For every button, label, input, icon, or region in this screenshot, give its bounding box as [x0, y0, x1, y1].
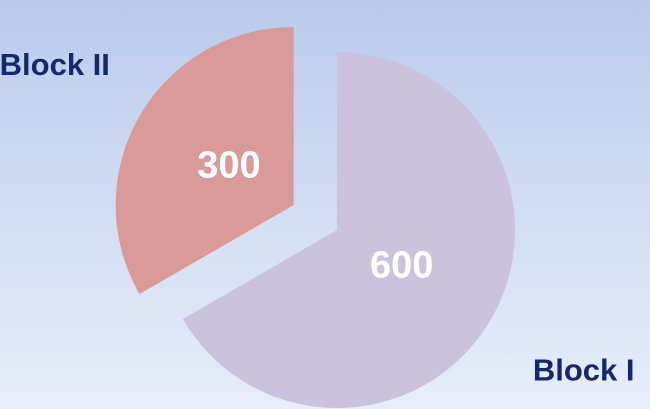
pie-slice [182, 52, 515, 408]
value-label: 300 [197, 145, 260, 187]
category-label: Block II [0, 47, 110, 82]
category-label: Block I [533, 353, 635, 388]
pie-slice [115, 27, 294, 294]
value-label: 600 [370, 244, 433, 286]
